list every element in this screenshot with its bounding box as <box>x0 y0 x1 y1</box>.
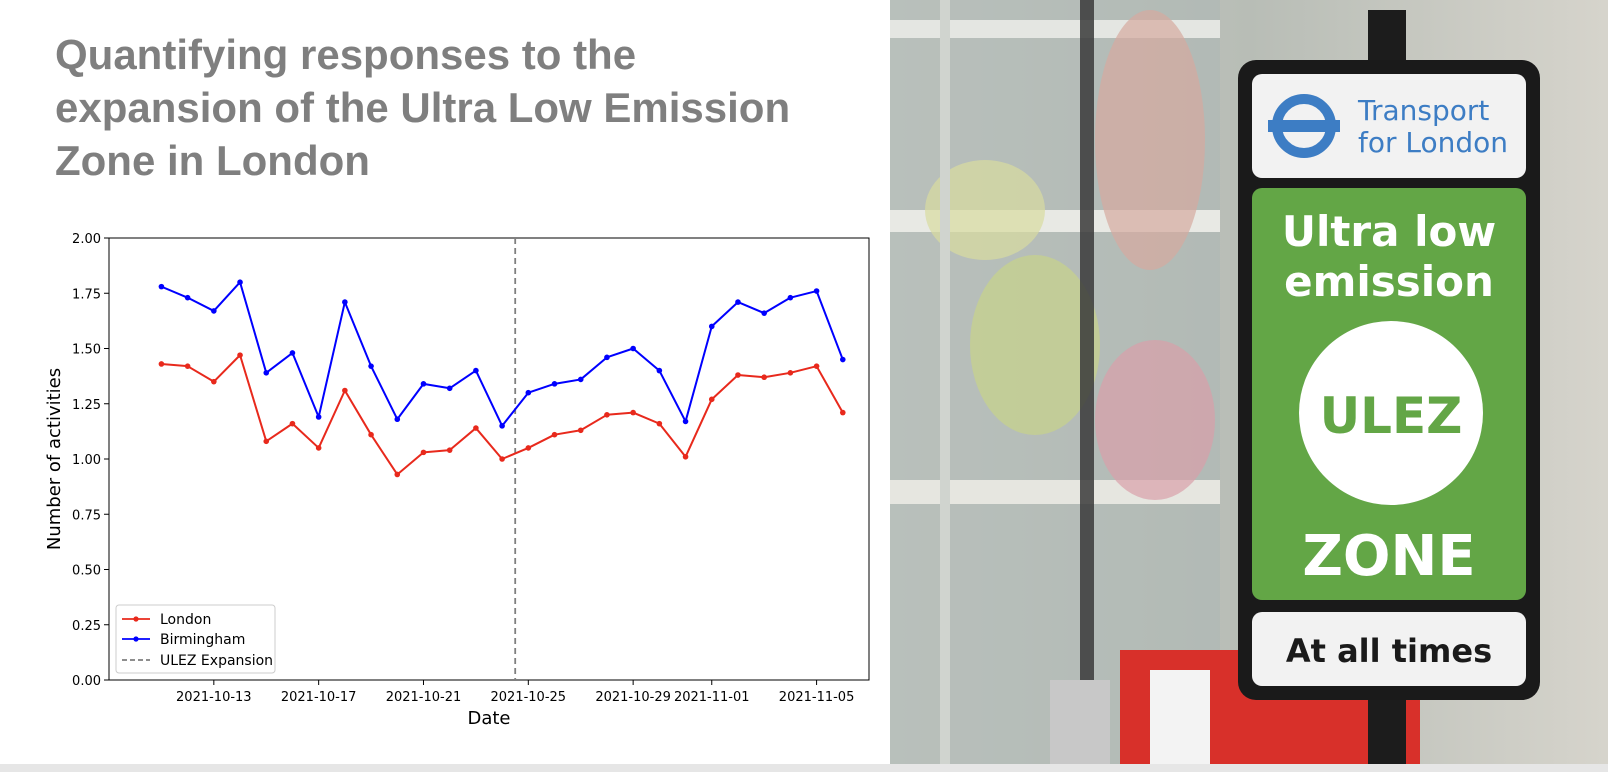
data-point-london <box>211 378 217 385</box>
data-point-birmingham <box>342 299 348 305</box>
y-tick-label: 0.00 <box>72 674 101 689</box>
data-point-birmingham <box>368 363 374 369</box>
data-point-london <box>656 420 663 427</box>
x-tick-label: 2021-10-25 <box>491 690 567 705</box>
data-point-london <box>735 372 741 378</box>
data-point-london <box>839 409 846 416</box>
slide-bottom-strip <box>0 764 1608 772</box>
data-point-birmingham <box>499 423 505 429</box>
data-point-london <box>499 456 505 462</box>
data-point-birmingham <box>420 381 427 387</box>
data-point-london <box>368 431 374 438</box>
legend-ulez-label: ULEZ Expansion <box>160 653 273 669</box>
line-chart: 0.00 0.25 0.50 0.75 1.00 1.25 1.50 1.75 2.00 202… <box>44 232 870 729</box>
y-axis: 0.00 0.25 0.50 0.75 1.00 1.25 1.50 1.75 2.00 <box>72 232 109 689</box>
legend-birmingham-marker <box>133 636 139 642</box>
y-tick-label: 0.75 <box>72 508 101 523</box>
data-point-birmingham <box>289 350 296 356</box>
x-axis-label: Date <box>467 708 510 729</box>
data-point-birmingham <box>394 416 401 423</box>
x-axis: 2021-10-13 2021-10-17 2021-10-21 2021-10-25… <box>176 680 854 705</box>
data-point-london <box>604 412 610 418</box>
tfl-name-line1: Transport <box>1357 94 1489 127</box>
data-point-birmingham <box>315 414 322 420</box>
data-point-birmingham <box>604 354 610 361</box>
legend-frame <box>115 604 276 674</box>
data-point-london <box>787 370 794 376</box>
data-point-london <box>682 453 689 460</box>
sign-text-ultra-low: Ultra low <box>1282 207 1496 256</box>
sign-footer-panel <box>1252 612 1526 686</box>
photo-graphic: Transport for London Ultra low emission … <box>890 0 1608 768</box>
data-point-london <box>761 374 767 381</box>
data-point-london <box>473 425 479 431</box>
series-layer <box>158 279 846 478</box>
data-point-london <box>446 447 453 453</box>
data-point-birmingham <box>577 376 584 383</box>
y-tick-label: 1.50 <box>72 343 101 358</box>
data-point-london <box>813 363 820 369</box>
y-tick-label: 1.00 <box>72 453 101 468</box>
data-point-london <box>237 352 243 358</box>
data-point-birmingham <box>211 308 217 314</box>
y-tick-label: 0.25 <box>72 619 101 634</box>
data-point-birmingham <box>263 370 270 376</box>
data-point-birmingham <box>839 356 846 363</box>
data-point-london <box>420 449 427 456</box>
data-point-london <box>158 361 165 367</box>
legend-london-label: London <box>160 612 211 628</box>
data-point-london <box>289 420 296 427</box>
data-point-birmingham <box>446 385 453 392</box>
data-point-birmingham <box>237 279 243 285</box>
data-point-birmingham <box>708 323 715 330</box>
data-point-birmingham <box>656 367 663 374</box>
y-tick-label: 1.25 <box>72 398 101 413</box>
sign-text-ulez: ULEZ <box>1320 387 1463 445</box>
sign-text-zone: ZONE <box>1302 524 1475 589</box>
y-tick-label: 0.50 <box>72 564 101 579</box>
data-point-london <box>525 445 532 451</box>
data-point-birmingham <box>761 310 767 316</box>
data-point-london <box>394 471 401 478</box>
sign-white-circle <box>1299 321 1483 505</box>
sign-text-at-all-times: At all times <box>1286 632 1492 670</box>
data-point-london <box>342 387 348 394</box>
tfl-name-line2: for London <box>1358 126 1508 159</box>
x-tick-label: 2021-11-05 <box>779 690 855 705</box>
y-axis-label: Number of activities <box>44 368 65 550</box>
data-point-birmingham <box>551 381 558 387</box>
x-tick-label: 2021-11-01 <box>674 690 750 705</box>
x-tick-label: 2021-10-29 <box>595 690 671 705</box>
data-point-london <box>577 427 584 434</box>
x-tick-label: 2021-10-17 <box>281 690 357 705</box>
tfl-roundel-icon <box>1268 94 1340 158</box>
legend-birmingham-label: Birmingham <box>160 632 245 648</box>
data-point-birmingham <box>473 367 479 374</box>
ulez-sign-photo: Transport for London Ultra low emission … <box>890 0 1608 768</box>
data-point-birmingham <box>735 299 741 305</box>
data-point-birmingham <box>813 288 820 294</box>
y-tick-label: 1.75 <box>72 287 101 302</box>
data-point-london <box>630 409 636 416</box>
y-tick-label: 2.00 <box>72 232 101 247</box>
data-point-birmingham <box>184 294 191 301</box>
legend-london-marker <box>133 616 139 622</box>
sign-text-emission: emission <box>1284 257 1494 306</box>
data-point-london <box>184 363 191 369</box>
data-point-london <box>708 396 715 403</box>
data-point-birmingham <box>158 283 165 290</box>
data-point-london <box>551 431 558 438</box>
x-tick-label: 2021-10-21 <box>386 690 462 705</box>
data-point-london <box>263 438 270 445</box>
legend: London Birmingham ULEZ Expansion <box>115 604 276 674</box>
slide-title: Quantifying responses to the expansion o… <box>55 31 791 184</box>
data-point-birmingham <box>682 418 689 425</box>
data-point-birmingham <box>787 294 794 301</box>
x-tick-label: 2021-10-13 <box>176 690 252 705</box>
data-point-london <box>315 445 322 451</box>
data-point-birmingham <box>630 345 636 352</box>
data-point-birmingham <box>525 389 532 396</box>
